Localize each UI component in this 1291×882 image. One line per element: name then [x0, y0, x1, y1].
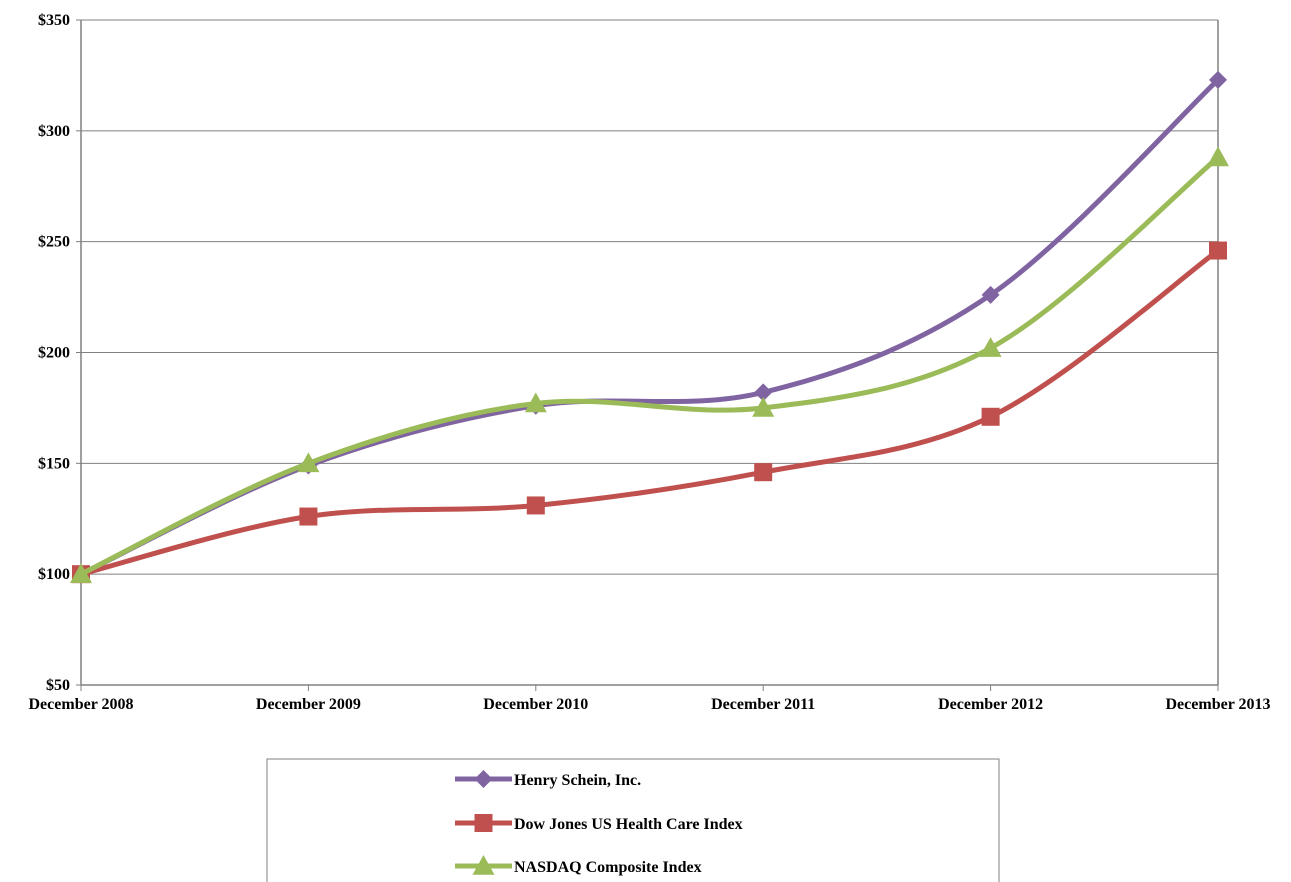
data-point — [70, 563, 92, 583]
legend-item: Henry Schein, Inc. — [455, 770, 641, 789]
y-tick-label: $300 — [38, 123, 70, 140]
legend-label: NASDAQ Composite Index — [514, 859, 702, 876]
y-tick-label: $200 — [38, 345, 70, 362]
series-nasdaq-composite-index — [70, 146, 1229, 583]
data-point — [981, 407, 1000, 426]
legend-label: Dow Jones US Health Care Index — [514, 816, 743, 833]
x-tick-label: December 2008 — [29, 696, 134, 713]
series-dow-jones-us-health-care-index — [72, 241, 1227, 584]
x-tick-label: December 2012 — [938, 696, 1043, 713]
y-tick-label: $50 — [46, 677, 70, 694]
data-point — [299, 507, 318, 526]
x-axis-ticks: December 2008 December 2009 December 2010 D… — [29, 685, 1271, 713]
legend-swatch-marker — [474, 770, 493, 788]
x-tick-label: December 2013 — [1166, 696, 1271, 713]
data-point — [524, 392, 547, 413]
x-tick-label: December 2010 — [483, 696, 588, 713]
x-tick-label: December 2009 — [256, 696, 361, 713]
data-point — [981, 285, 1000, 304]
gridlines — [81, 19, 1218, 575]
y-axis-ticks: $50 $100 $150 $200 $250 $300 $350 — [38, 12, 81, 694]
legend-label: Henry Schein, Inc. — [514, 772, 641, 789]
y-tick-label: $250 — [38, 234, 70, 251]
legend-swatch-marker — [474, 814, 493, 832]
series-line — [78, 77, 1221, 577]
legend-item: NASDAQ Composite Index — [455, 855, 702, 876]
series-group — [70, 70, 1229, 584]
data-point — [1209, 70, 1227, 89]
series-henry-schein-inc — [72, 70, 1227, 584]
data-point — [752, 396, 775, 417]
legend-box — [266, 758, 1000, 882]
data-point — [754, 463, 773, 482]
data-point — [1207, 146, 1229, 167]
y-tick-label: $350 — [38, 12, 70, 29]
data-point — [979, 337, 1002, 357]
x-tick-label: December 2011 — [711, 696, 815, 713]
data-point — [754, 383, 773, 402]
legend-item: Dow Jones US Health Care Index — [455, 814, 743, 833]
data-point — [526, 496, 545, 515]
data-point — [297, 452, 320, 473]
data-point — [1209, 241, 1227, 260]
y-tick-label: $150 — [38, 455, 70, 472]
series-line — [78, 248, 1221, 577]
legend: Henry Schein, Inc. Dow Jones US Health Ca… — [266, 758, 1000, 882]
series-line — [78, 154, 1221, 577]
legend-swatch-marker — [472, 855, 495, 875]
y-tick-label: $100 — [38, 566, 70, 583]
